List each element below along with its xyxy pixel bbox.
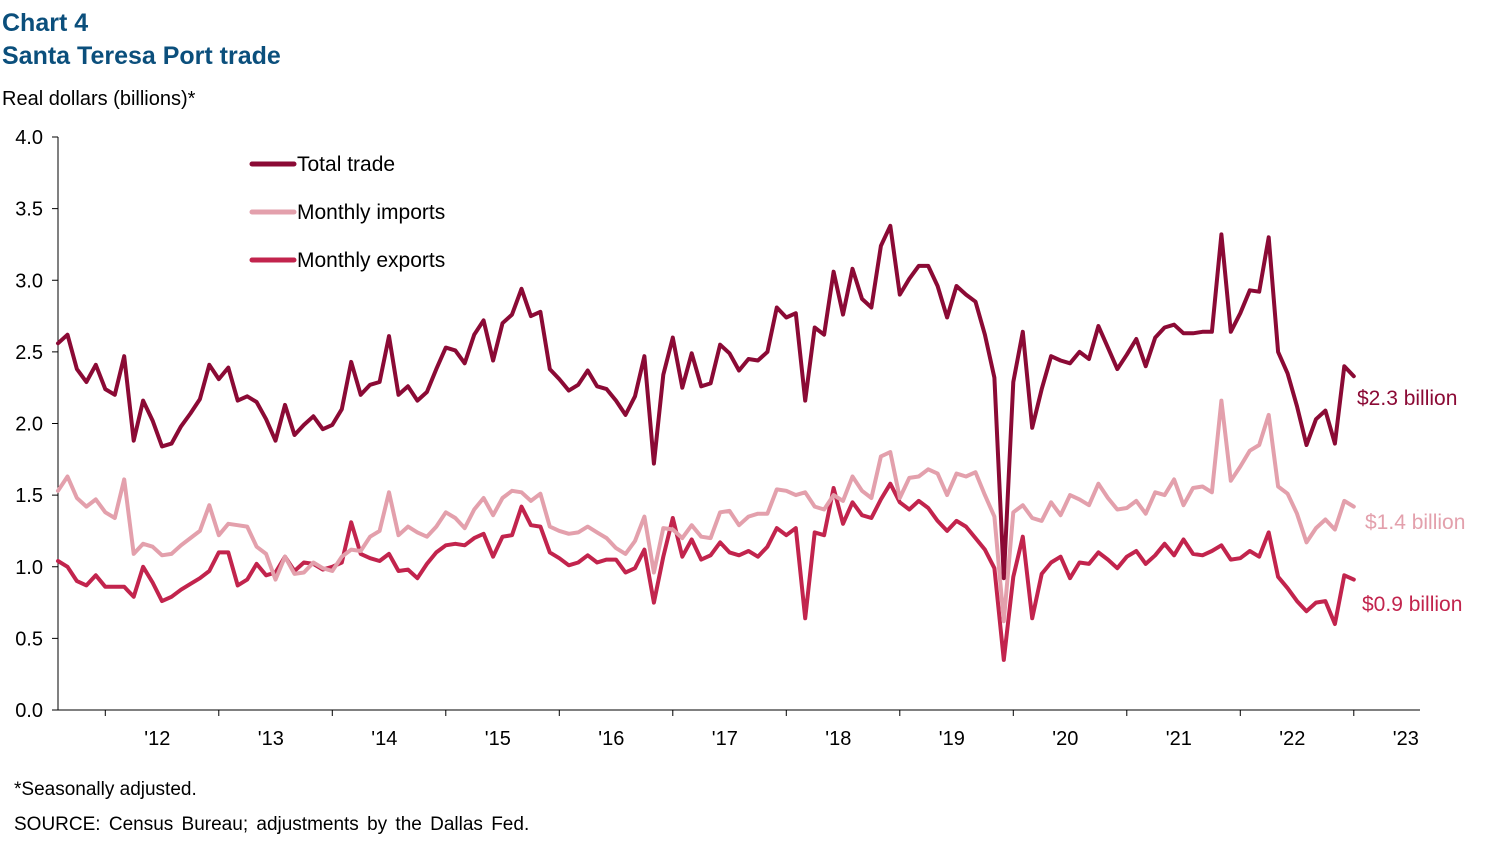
chart-number: Chart 4: [2, 9, 89, 37]
y-tick-label: 2.5: [15, 342, 43, 364]
x-tick-label: '16: [598, 728, 624, 750]
series-line-exports: [56, 481, 1356, 662]
x-tick-label: '19: [939, 728, 965, 750]
x-tick-label: '20: [1052, 728, 1078, 750]
chart-title: Santa Teresa Port trade: [2, 42, 281, 70]
y-tick-label: 4.0: [15, 127, 43, 149]
x-tick-label: '18: [825, 728, 851, 750]
y-tick-label: 3.5: [15, 199, 43, 221]
title-block: Chart 4 Santa Teresa Port trade: [2, 6, 281, 72]
x-tick-label: '23: [1393, 728, 1419, 750]
source-note: SOURCE: Census Bureau; adjustments by th…: [14, 814, 530, 835]
legend-label-total: Total trade: [297, 153, 395, 176]
x-tick-label: '14: [371, 728, 397, 750]
y-tick-label: 2.0: [15, 414, 43, 436]
x-tick-label: '12: [144, 728, 170, 750]
y-tick-label: 3.0: [15, 270, 43, 292]
end-label-imports: $1.4 billion: [1365, 511, 1465, 534]
x-tick-label: '21: [1166, 728, 1192, 750]
y-tick-label: 1.5: [15, 485, 43, 507]
x-tick-label: '13: [258, 728, 284, 750]
y-tick-label: 0.5: [15, 628, 43, 650]
y-tick-label: 1.0: [15, 557, 43, 579]
series-line-total: [56, 223, 1356, 581]
x-tick-label: '17: [712, 728, 738, 750]
y-axis-unit-label: Real dollars (billions)*: [2, 88, 196, 110]
y-tick-label: 0.0: [15, 700, 43, 722]
end-label-total: $2.3 billion: [1357, 387, 1457, 410]
legend-label-exports: Monthly exports: [297, 249, 445, 272]
x-tick-label: '22: [1279, 728, 1305, 750]
end-label-exports: $0.9 billion: [1362, 593, 1462, 616]
footnote: *Seasonally adjusted.: [14, 779, 197, 800]
series-line-imports: [56, 398, 1356, 624]
x-tick-label: '15: [485, 728, 511, 750]
legend-label-imports: Monthly imports: [297, 201, 445, 224]
